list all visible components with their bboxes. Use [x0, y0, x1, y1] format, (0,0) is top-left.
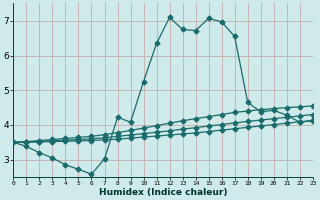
X-axis label: Humidex (Indice chaleur): Humidex (Indice chaleur) [99, 188, 227, 197]
